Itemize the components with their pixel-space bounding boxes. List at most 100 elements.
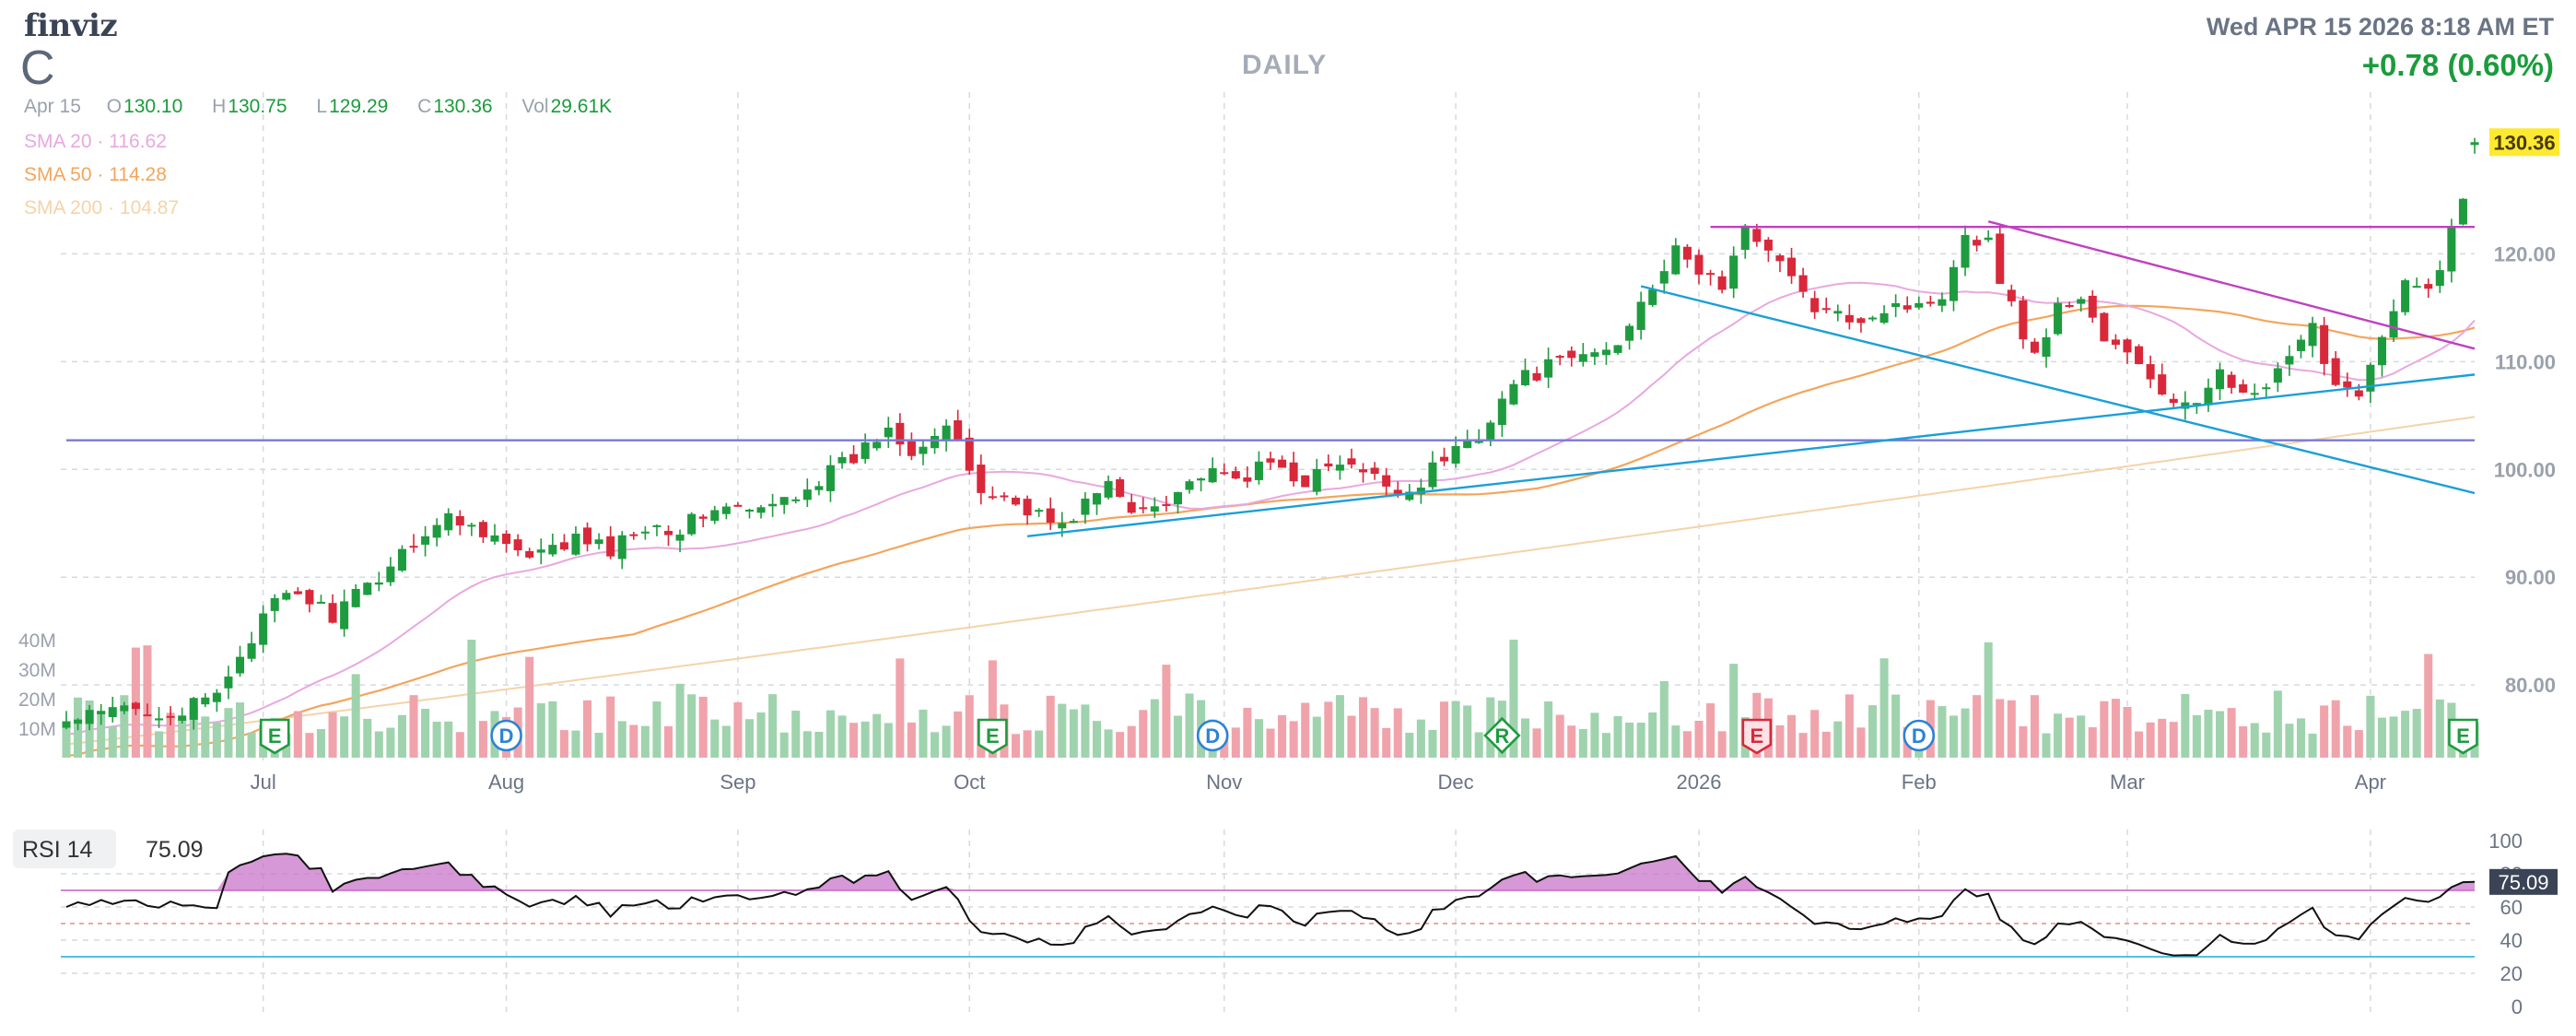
event-marker-e[interactable]: E xyxy=(2448,718,2478,755)
chart-period[interactable]: DAILY xyxy=(1242,50,1328,80)
candle-body xyxy=(131,702,140,710)
candle-body xyxy=(1359,469,1368,473)
volume-bar xyxy=(825,710,835,758)
price-axis-label: 100.00 xyxy=(2494,458,2556,481)
candle-body xyxy=(293,591,302,595)
sma-50-legend[interactable]: SMA 50 · 114.28 xyxy=(24,164,167,185)
candle-body xyxy=(1659,271,1669,284)
volume-bar xyxy=(2239,725,2248,758)
volume-bar xyxy=(675,683,685,758)
finviz-logo[interactable]: finviz xyxy=(24,7,118,44)
candle-body xyxy=(525,550,534,558)
candle-body xyxy=(351,588,360,607)
candle-body xyxy=(977,465,986,493)
volume-bar xyxy=(884,723,893,758)
volume-bar xyxy=(1856,727,1866,758)
volume-bar xyxy=(351,674,360,758)
candle-body xyxy=(1081,498,1090,515)
candle-body xyxy=(1532,372,1541,381)
volume-bar xyxy=(62,726,71,758)
time-axis-label: Aug xyxy=(488,771,524,794)
candle-body xyxy=(513,539,522,551)
sma-20-legend[interactable]: SMA 20 · 116.62 xyxy=(24,131,167,152)
volume-bar xyxy=(2042,733,2051,758)
candle-body xyxy=(2296,339,2306,351)
volume-bar xyxy=(583,700,592,758)
candle-body xyxy=(1278,459,1287,468)
volume-bar xyxy=(1520,718,1530,758)
event-marker-e[interactable]: E xyxy=(978,718,1008,755)
candle-body xyxy=(1555,356,1564,359)
volume-bar xyxy=(386,727,395,758)
volume-bar xyxy=(1312,716,1321,758)
candle-body xyxy=(1243,477,1252,482)
rsi-title-box[interactable] xyxy=(13,830,116,868)
volume-bar xyxy=(2111,699,2120,758)
candle-body xyxy=(791,499,801,501)
candle-body xyxy=(1335,465,1344,471)
volume-bar xyxy=(1648,712,1657,758)
candle-body xyxy=(2054,302,2063,335)
candle-body xyxy=(1416,488,1425,495)
event-marker-d[interactable]: D xyxy=(1196,719,1229,752)
volume-axis-label: 40M xyxy=(18,630,56,652)
volume-bar xyxy=(652,701,662,758)
candle-body xyxy=(802,489,812,500)
trendline[interactable] xyxy=(1987,220,2476,350)
rsi-axis-label: 0 xyxy=(2512,995,2523,1018)
sma-200-legend[interactable]: SMA 200 · 104.87 xyxy=(24,197,180,218)
volume-bar xyxy=(2331,700,2340,758)
candle-body xyxy=(108,707,117,717)
volume-bar xyxy=(2123,706,2132,758)
candle-body xyxy=(1451,445,1460,464)
volume-bar xyxy=(2389,716,2398,758)
event-marker-e[interactable]: E xyxy=(259,718,290,755)
candle-body xyxy=(2412,286,2421,288)
candle-body xyxy=(1497,398,1506,426)
event-marker-d[interactable]: D xyxy=(1903,719,1936,752)
price-change: +0.78 (0.60%) xyxy=(2361,48,2554,82)
candle-body xyxy=(2343,381,2352,388)
volume-bar xyxy=(837,715,847,758)
candle-body xyxy=(1139,507,1148,510)
candle-body xyxy=(2088,295,2097,318)
ohlc-close: 130.36 xyxy=(433,96,493,117)
trendline[interactable] xyxy=(1026,373,2476,537)
time-axis-label: Oct xyxy=(954,771,985,794)
volume-bar xyxy=(467,640,476,758)
volume-bar xyxy=(1243,707,1252,758)
candle-body xyxy=(919,446,928,454)
trendlines[interactable] xyxy=(66,220,2476,537)
volume-bar xyxy=(559,730,568,758)
candle-body xyxy=(1301,475,1310,488)
candle-body xyxy=(2285,356,2294,365)
candle-body xyxy=(825,465,835,491)
volume-bar xyxy=(1393,708,1402,758)
volume-bar xyxy=(721,725,731,758)
event-marker-e[interactable]: E xyxy=(1741,718,1773,755)
volume-bar xyxy=(1996,699,2005,758)
volume-bar xyxy=(1949,715,1958,758)
volume-bar xyxy=(1301,702,1310,758)
volume-bar xyxy=(2250,723,2259,758)
candle-body xyxy=(1520,370,1530,385)
candle-body xyxy=(1000,495,1009,498)
candle-body xyxy=(201,697,210,705)
sma-50-label: SMA 50 xyxy=(24,164,92,185)
trendline[interactable] xyxy=(1640,285,2476,495)
candle-body xyxy=(2181,402,2190,409)
volume-bar xyxy=(374,731,383,758)
candle-body xyxy=(2065,304,2074,307)
event-marker-r[interactable]: R xyxy=(1483,716,1521,755)
candle-body xyxy=(2435,270,2444,287)
rsi-axis-label: 60 xyxy=(2500,896,2523,919)
candle-body xyxy=(85,710,94,724)
sma-20-line xyxy=(65,281,2476,736)
volume-bar xyxy=(455,732,464,758)
candle-body xyxy=(1347,458,1356,465)
volume-bar xyxy=(2007,700,2016,758)
event-marker-d[interactable]: D xyxy=(490,719,522,752)
